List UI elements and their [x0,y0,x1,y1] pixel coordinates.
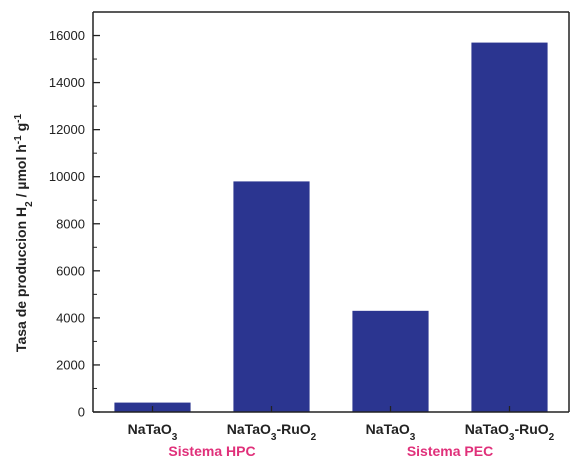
y-tick-label: 4000 [56,310,85,325]
bar [471,42,548,413]
y-ticks-group: 0 2000 4000 6000 8000 10000 12000 14000 16000 [49,28,100,420]
y-tick-label: 16000 [49,28,85,43]
x-category-label: NaTaO3-RuO2 [227,421,317,443]
y-tick-label: 8000 [56,216,85,231]
bar [352,310,429,412]
group-label: Sistema PEC [407,443,493,459]
y-axis-label: Tasa de produccion H2 / µmol h-1 g-1 [13,114,35,353]
y-tick-label: 12000 [49,122,85,137]
y-tick-label: 2000 [56,357,85,372]
x-category-label: NaTaO3 [128,421,178,443]
x-category-label: NaTaO3-RuO2 [465,421,555,443]
group-label: Sistema HPC [168,443,255,459]
y-tick-label: 6000 [56,263,85,278]
x-category-label: NaTaO3 [366,421,416,443]
x-labels-group: NaTaO3 NaTaO3-RuO2 NaTaO3 NaTaO3-RuO2 [128,421,555,443]
group-labels: Sistema HPC Sistema PEC [168,443,493,459]
bar [233,181,310,412]
y-tick-label: 0 [78,405,85,420]
y-tick-label: 14000 [49,75,85,90]
bars-group [114,42,548,413]
y-tick-label: 10000 [49,169,85,184]
axes-group [92,11,570,413]
